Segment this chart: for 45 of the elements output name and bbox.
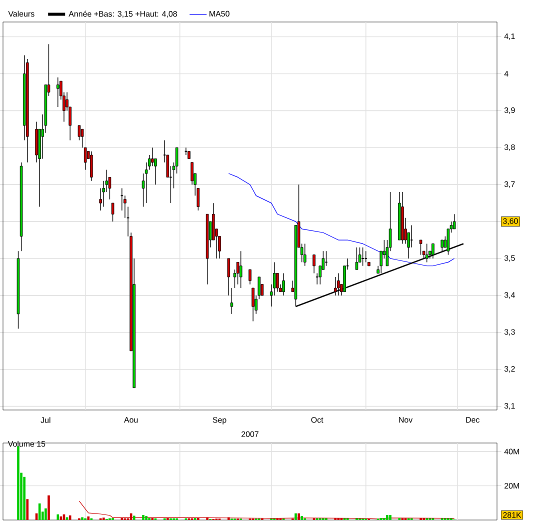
candlestick (78, 125, 81, 141)
bar (87, 516, 90, 520)
candlestick (355, 247, 358, 270)
candlestick (151, 147, 154, 166)
bar (26, 499, 29, 520)
bar (48, 495, 50, 520)
candlestick (84, 147, 87, 170)
line-series (78, 500, 455, 520)
bar (389, 515, 392, 520)
candlestick (282, 272, 285, 296)
candlestick (361, 247, 364, 266)
bar (38, 503, 41, 520)
bar (132, 516, 136, 520)
candlestick (239, 250, 242, 288)
candlestick (364, 250, 368, 263)
bar (300, 516, 303, 520)
bar (294, 513, 297, 520)
candlestick (303, 243, 306, 266)
bar (17, 446, 20, 520)
candlestick (324, 250, 328, 266)
candlestick (410, 224, 414, 248)
bar (145, 516, 148, 520)
bar (23, 476, 26, 520)
candlestick (276, 272, 279, 292)
candlestick (80, 128, 84, 148)
candlestick (184, 147, 188, 156)
candlestick (196, 188, 200, 211)
candlestick (111, 202, 114, 222)
bar (56, 514, 60, 520)
bar (142, 515, 144, 520)
candlestick (190, 162, 194, 185)
candlestick (252, 288, 254, 322)
candlestick (90, 150, 93, 182)
candlestick (248, 269, 252, 285)
candlestick (334, 276, 337, 296)
bar (44, 508, 47, 520)
candlestick (312, 254, 316, 274)
bar (81, 517, 84, 520)
candlestick (56, 77, 60, 108)
candlestick (337, 272, 340, 296)
bar (386, 515, 388, 520)
candlestick (452, 214, 456, 230)
candlestick (227, 258, 230, 296)
candlestick (230, 288, 234, 314)
candlestick (419, 240, 422, 256)
